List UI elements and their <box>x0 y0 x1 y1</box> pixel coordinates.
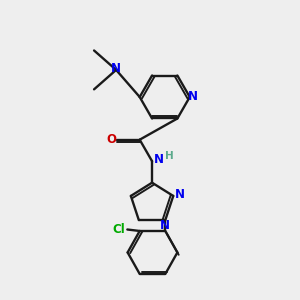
Text: N: N <box>160 219 170 232</box>
Text: N: N <box>154 153 164 166</box>
Text: N: N <box>188 91 198 103</box>
Text: N: N <box>175 188 185 201</box>
Text: H: H <box>165 151 174 161</box>
Text: N: N <box>111 62 121 75</box>
Text: Cl: Cl <box>112 223 125 236</box>
Text: O: O <box>107 133 117 146</box>
